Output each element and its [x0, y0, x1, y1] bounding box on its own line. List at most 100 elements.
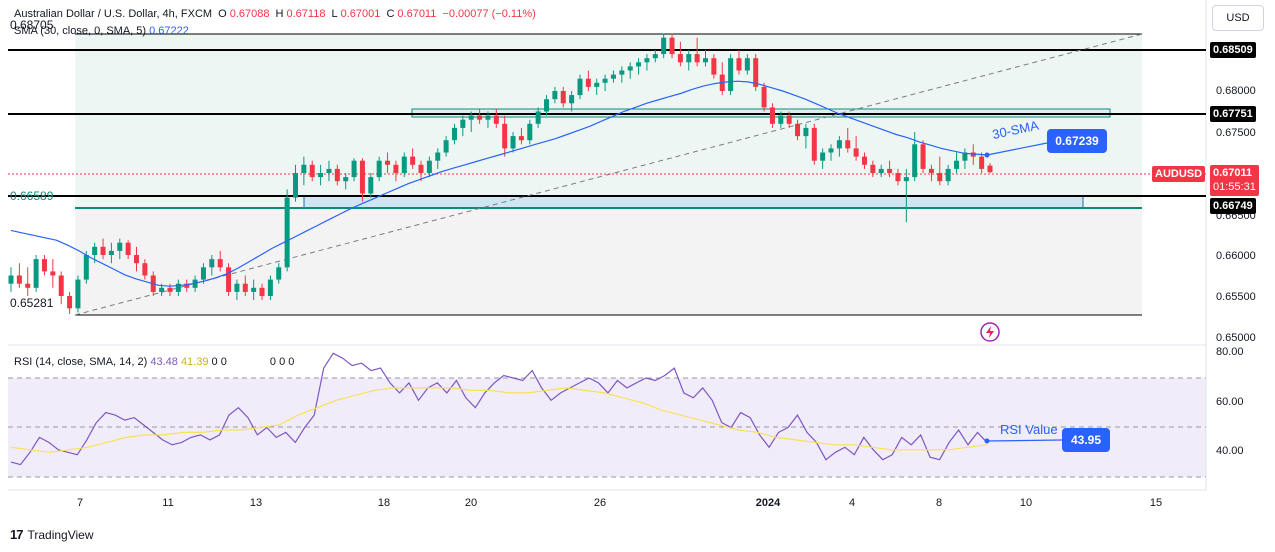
candle-body: [518, 136, 524, 141]
candle-body: [736, 58, 742, 71]
candle-body: [970, 152, 976, 157]
candle-body: [75, 279, 81, 309]
countdown-value: 01:55:31: [1213, 181, 1256, 193]
candle-body: [251, 287, 257, 292]
rsi-legend[interactable]: RSI (14, close, SMA, 14, 2) 43.48 41.39 …: [14, 356, 294, 368]
price-tick: 0.65000: [1216, 332, 1256, 344]
rsi-ma-line: [10, 387, 988, 453]
candle-body: [661, 37, 667, 55]
candle-body: [234, 283, 240, 292]
rsi-legend-zero-e: 0: [288, 356, 295, 368]
low-label: L: [331, 8, 338, 20]
candle-body: [878, 168, 884, 173]
candle-body: [200, 267, 206, 280]
candle-body: [334, 168, 340, 182]
candle-body: [209, 259, 215, 268]
candle-body: [309, 164, 315, 178]
rsi-callout-text: RSI Value: [1000, 422, 1058, 437]
candle-body: [92, 246, 98, 255]
candle-body: [920, 144, 926, 169]
candle-body: [401, 156, 407, 173]
candle-body: [979, 156, 985, 169]
candle-body: [493, 115, 499, 124]
candle-body: [460, 119, 466, 128]
time-tick: 13: [249, 497, 263, 509]
price-tick: 0.65500: [1216, 291, 1256, 303]
candle-body: [41, 259, 47, 272]
rsi-legend-zero-b: 0: [220, 356, 227, 368]
candle-body: [711, 58, 717, 75]
candle-body: [50, 271, 56, 276]
candle-body: [217, 259, 223, 268]
candle-body: [527, 123, 533, 141]
candle-body: [359, 160, 365, 194]
range-shade-lower: [75, 208, 1142, 315]
range-shade-upper: [75, 34, 1142, 208]
candle-body: [803, 127, 809, 137]
candle-body: [477, 115, 483, 120]
candle-body: [569, 95, 575, 104]
level-tag-66749: 0.66749: [1210, 198, 1256, 214]
candle-body: [418, 164, 424, 173]
time-tick: 26: [593, 497, 607, 509]
tradingview-logo[interactable]: 17 TradingView: [10, 527, 94, 542]
candle-body: [552, 91, 558, 100]
close-value: 0.67011: [397, 8, 437, 20]
rsi-legend-zero-c: 0: [269, 356, 277, 368]
high-annotation: 0.68705: [10, 18, 54, 32]
rsi-legend-label: RSI (14, close, SMA, 14, 2): [14, 356, 148, 368]
sma-line: [10, 80, 988, 287]
candle-body: [627, 66, 633, 71]
symbol-title[interactable]: Australian Dollar / U.S. Dollar, 4h, FXC…: [14, 8, 213, 20]
currency-button[interactable]: USD: [1212, 5, 1264, 31]
candle-body: [276, 267, 282, 280]
candlestick-series[interactable]: [8, 33, 993, 315]
fib-annotation: 0.66589: [10, 189, 54, 203]
candle-body: [326, 168, 332, 173]
tradingview-name: TradingView: [27, 527, 94, 542]
price-tick: 0.66000: [1216, 250, 1256, 262]
candle-body: [502, 123, 508, 149]
rsi-callout-connector: [986, 439, 1063, 442]
candle-body: [544, 99, 550, 112]
candle-body: [912, 144, 918, 178]
candle-body: [318, 173, 324, 178]
candle-body: [602, 78, 608, 83]
candle-body: [677, 54, 683, 63]
sma-callout-connector: [986, 142, 1048, 156]
candle-body: [301, 164, 307, 173]
candle-body: [619, 70, 625, 75]
candle-body: [928, 168, 934, 173]
high-label: H: [275, 8, 284, 20]
candle-body: [535, 111, 541, 124]
time-tick: 8: [935, 497, 943, 509]
candle-body: [836, 140, 842, 149]
candle-body: [636, 62, 642, 67]
symbol-tag: AUDUSD: [1152, 166, 1206, 182]
candle-body: [16, 275, 22, 284]
candle-body: [451, 127, 457, 141]
rsi-callout-dot: [984, 438, 990, 444]
sma-legend-value: 0.67222: [149, 25, 189, 37]
change-value: −0.00077 (−0.11%): [442, 8, 536, 20]
sma-legend[interactable]: SMA (30, close, 0, SMA, 5) 0.67222: [14, 25, 189, 37]
candle-body: [744, 58, 750, 71]
time-tick: 18: [377, 497, 391, 509]
rsi-callout-box: 43.95: [1062, 428, 1110, 452]
time-tick: 7: [76, 497, 84, 509]
candle-body: [259, 287, 265, 296]
low-value: 0.67001: [340, 8, 381, 20]
rsi-legend-zero-d: 0: [279, 356, 286, 368]
candle-body: [117, 242, 123, 251]
candle-body: [610, 74, 616, 79]
candle-body: [58, 275, 64, 296]
alert-icon[interactable]: [980, 322, 1000, 342]
candle-body: [376, 160, 382, 178]
candle-body: [108, 250, 114, 255]
candle-body: [226, 267, 232, 292]
open-value: 0.67088: [229, 8, 270, 20]
candle-body: [510, 136, 516, 149]
candle-body: [292, 173, 298, 198]
candle-body: [368, 177, 374, 194]
